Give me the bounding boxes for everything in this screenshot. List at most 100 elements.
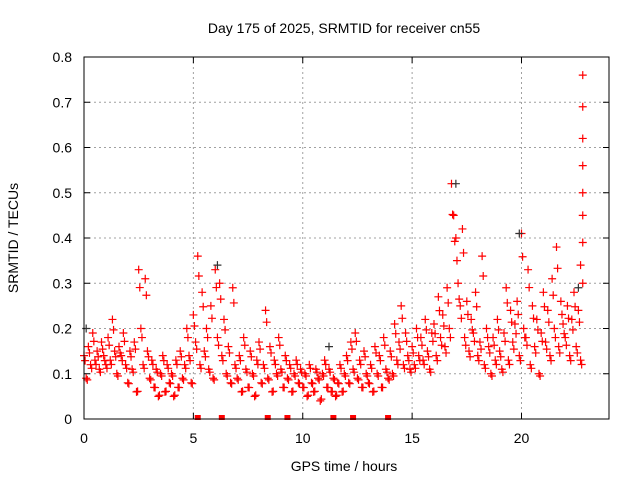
data-point (92, 360, 101, 369)
data-point (236, 356, 245, 365)
data-point (270, 356, 279, 365)
data-point (575, 318, 584, 327)
data-point (436, 333, 445, 342)
data-point (346, 338, 355, 347)
grid (84, 57, 609, 419)
data-point (518, 252, 527, 261)
data-point (187, 378, 196, 387)
data-point (137, 333, 146, 342)
data-point (578, 188, 587, 197)
data-point (490, 341, 499, 350)
data-point (267, 348, 276, 357)
data-point (257, 378, 266, 387)
data-point (163, 360, 172, 369)
data-point (481, 364, 490, 373)
data-point (513, 297, 522, 306)
data-point (326, 368, 335, 377)
data-point (229, 298, 238, 307)
data-point (240, 341, 249, 350)
data-point (384, 374, 393, 383)
data-point (572, 342, 581, 351)
data-point (370, 342, 379, 351)
data-point (412, 324, 421, 333)
data-point (252, 356, 261, 365)
data-point (269, 387, 278, 396)
data-point (563, 301, 572, 310)
data-point (321, 360, 330, 369)
data-point (225, 348, 234, 357)
data-point (512, 329, 521, 338)
data-point (360, 347, 368, 356)
data-point (293, 360, 302, 369)
data-point (479, 272, 488, 281)
data-point (443, 283, 452, 292)
data-point (206, 301, 215, 310)
data-point (180, 360, 189, 369)
data-point (246, 347, 255, 356)
data-point (424, 352, 433, 361)
data-point (232, 364, 241, 373)
data-point (261, 306, 270, 315)
data-point (159, 356, 168, 365)
data-point (320, 356, 329, 365)
data-point (577, 360, 586, 369)
data-point (213, 333, 222, 342)
data-point (247, 352, 256, 361)
data-point (460, 333, 469, 342)
data-point (306, 364, 315, 373)
data-point (148, 360, 157, 369)
data-point (421, 315, 430, 324)
data-point (141, 274, 150, 283)
data-point (93, 347, 102, 356)
data-point (538, 337, 547, 346)
x-axis: 0 5 10 15 20 (80, 57, 529, 446)
data-point (316, 396, 325, 405)
data-point (507, 318, 516, 327)
x-axis-label: GPS time / hours (291, 458, 398, 474)
data-point (427, 329, 436, 338)
y-tick-label: 0.7 (53, 94, 73, 110)
data-point (465, 347, 473, 356)
data-point (175, 383, 184, 392)
data-point (570, 288, 578, 297)
data-point (255, 338, 263, 347)
data-point (226, 378, 235, 387)
data-point (369, 387, 378, 396)
data-point (239, 333, 248, 342)
data-point (84, 342, 93, 351)
data-point (472, 302, 481, 311)
data-point (186, 356, 195, 365)
y-tick-label: 0.6 (53, 140, 73, 156)
data-point (146, 375, 155, 384)
data-point (390, 319, 399, 328)
data-point (462, 297, 471, 306)
data-point (501, 337, 510, 346)
data-point (216, 295, 225, 304)
data-point (291, 372, 300, 381)
data-point (578, 102, 587, 111)
data-point (576, 261, 585, 270)
data-point-gray (325, 342, 333, 351)
data-point (302, 372, 311, 381)
data-point (345, 379, 354, 388)
data-point (172, 360, 181, 369)
data-point (337, 364, 346, 373)
data-point (88, 329, 97, 338)
data-point (402, 337, 411, 346)
data-point (284, 375, 293, 384)
data-point (551, 333, 560, 342)
data-point (435, 306, 444, 315)
data-point (105, 341, 114, 350)
data-point (525, 283, 534, 292)
data-point (561, 333, 570, 342)
data-point (286, 364, 295, 373)
data-point (227, 379, 236, 388)
x-tick-label: 0 (80, 430, 88, 446)
data-point (352, 337, 361, 346)
data-point (448, 210, 457, 219)
data-point (144, 352, 153, 361)
data-point (496, 352, 505, 361)
data-point (549, 291, 558, 300)
data-point (477, 345, 486, 354)
zero-marker (284, 415, 291, 420)
